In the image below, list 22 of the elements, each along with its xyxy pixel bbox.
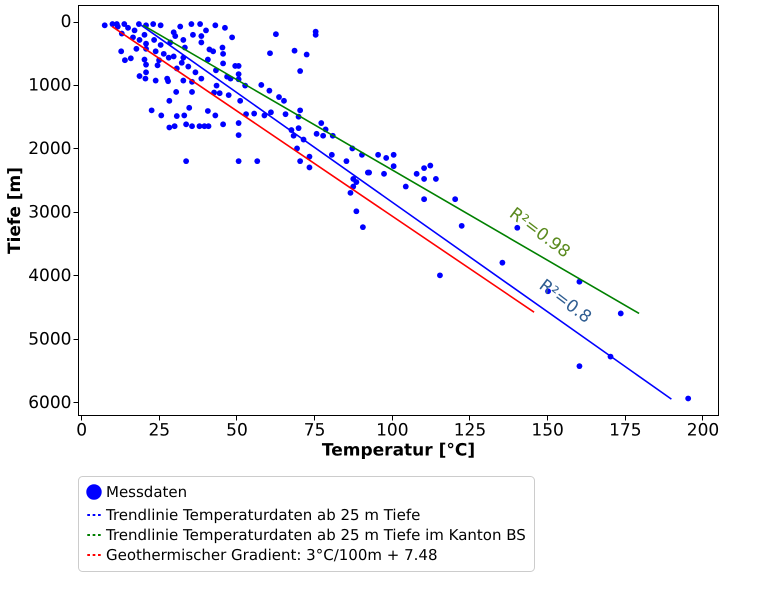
legend-label: Geothermischer Gradient: 3°C/100m + 7.48 <box>106 546 438 564</box>
x-tick-label: 100 <box>376 420 409 440</box>
y-axis-title: Tiefe [m] <box>5 166 26 254</box>
x-tick-label: 125 <box>454 420 486 440</box>
x-tick-label: 0 <box>76 420 88 440</box>
y-tick-label: 3000 <box>28 202 72 222</box>
legend-label: Trendlinie Temperaturdaten ab 25 m Tiefe <box>105 506 420 524</box>
x-tick-label: 200 <box>686 420 720 440</box>
y-tick-label: 1000 <box>28 75 72 96</box>
y-tick-label: 4000 <box>28 266 72 286</box>
x-axis-title: Temperatur [°C] <box>322 440 476 460</box>
x-tick-label: 25 <box>148 420 170 440</box>
x-tick-label: 75 <box>304 420 326 440</box>
x-tick-label: 175 <box>609 420 642 440</box>
y-tick-label: 2000 <box>28 138 72 159</box>
x-tick-label: 150 <box>531 420 564 440</box>
y-tick-label: 6000 <box>28 392 72 413</box>
y-tick-label: 5000 <box>28 329 72 350</box>
x-tick-label: 50 <box>226 420 248 440</box>
legend-label: Trendlinie Temperaturdaten ab 25 m Tiefe im Kanton BS <box>105 526 526 544</box>
y-tick-label: 0 <box>60 12 72 32</box>
legend-label: Messdaten <box>106 483 188 501</box>
